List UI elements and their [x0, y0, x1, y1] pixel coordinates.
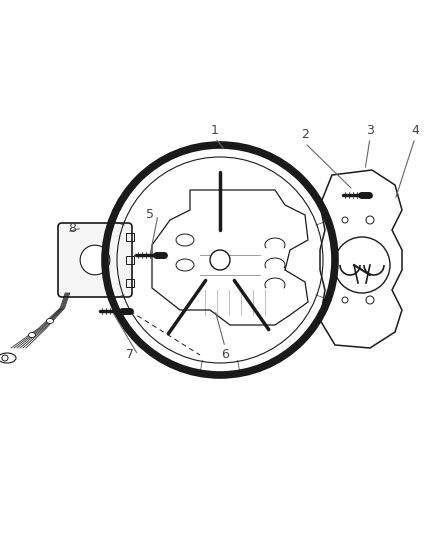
Bar — [126, 256, 134, 264]
Ellipse shape — [28, 333, 35, 337]
Ellipse shape — [0, 353, 16, 363]
Text: 4: 4 — [411, 124, 419, 136]
Text: 8: 8 — [68, 222, 76, 235]
Text: 2: 2 — [301, 128, 309, 141]
Text: 3: 3 — [366, 124, 374, 136]
Bar — [126, 233, 134, 241]
Text: 5: 5 — [146, 208, 154, 222]
Polygon shape — [152, 190, 308, 325]
Circle shape — [80, 245, 110, 275]
Text: 1: 1 — [211, 124, 219, 136]
Text: 6: 6 — [221, 349, 229, 361]
Polygon shape — [320, 170, 402, 348]
FancyBboxPatch shape — [58, 223, 132, 297]
Bar — [126, 279, 134, 287]
Circle shape — [210, 250, 230, 270]
Ellipse shape — [46, 319, 53, 324]
Text: 7: 7 — [126, 349, 134, 361]
